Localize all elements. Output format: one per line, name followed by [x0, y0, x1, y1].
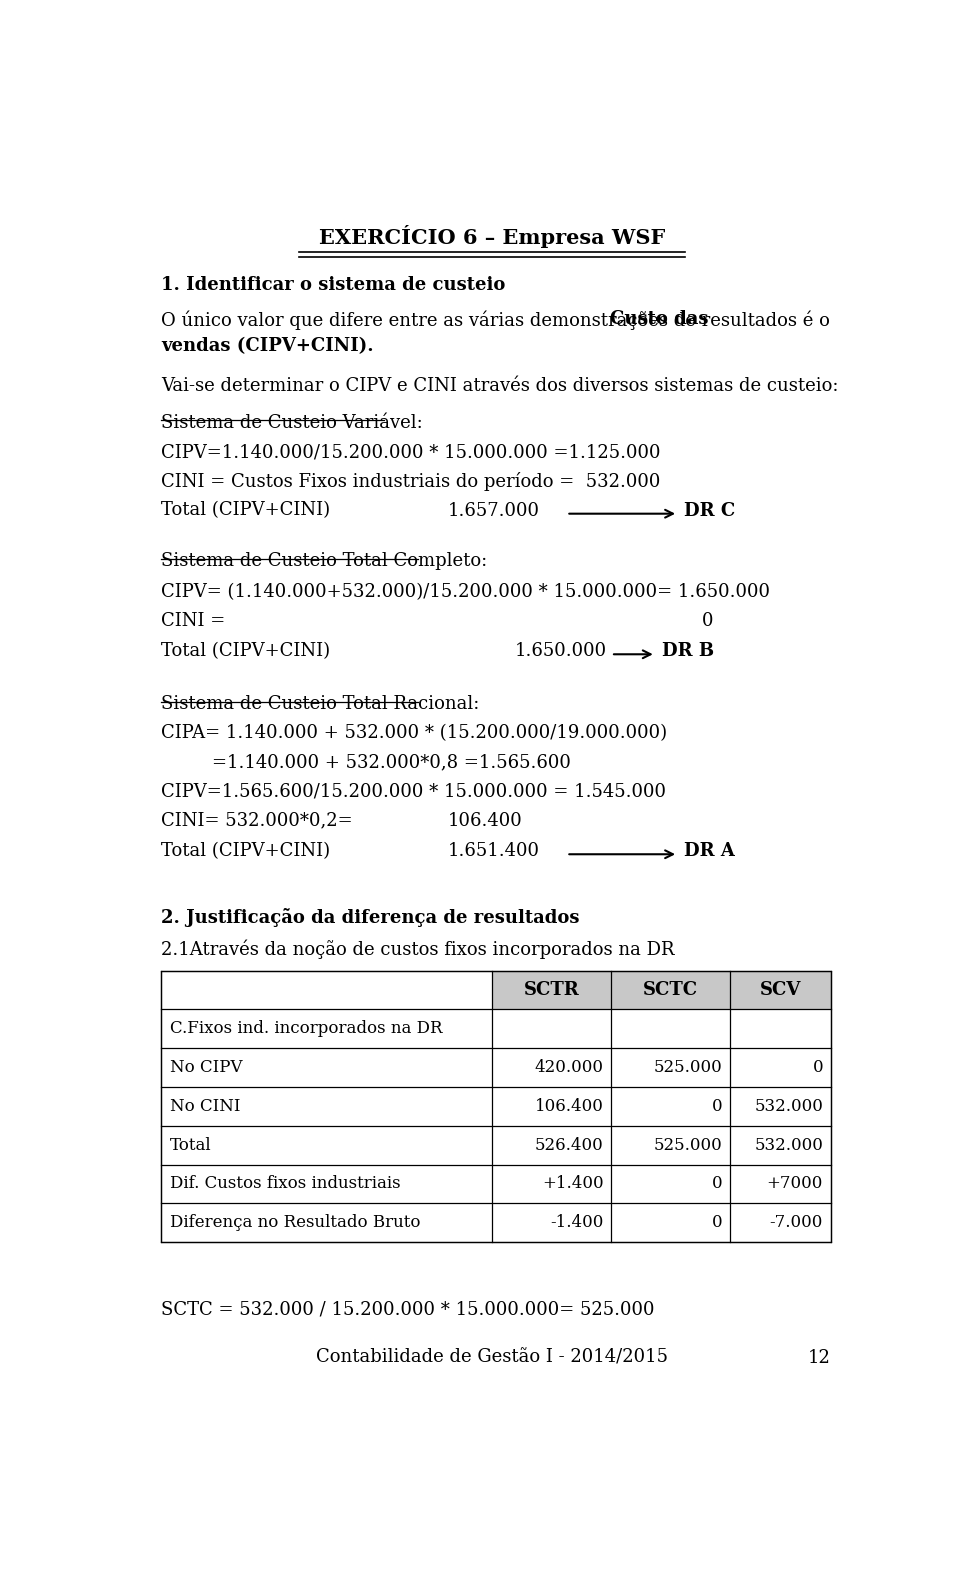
Text: 106.400: 106.400 — [447, 812, 522, 829]
Text: =1.140.000 + 532.000*0,8 =1.565.600: =1.140.000 + 532.000*0,8 =1.565.600 — [211, 754, 570, 771]
Text: 0: 0 — [712, 1214, 723, 1231]
Text: SCTC: SCTC — [643, 981, 698, 999]
Text: Custo das: Custo das — [610, 310, 708, 327]
Text: C.Fixos ind. incorporados na DR: C.Fixos ind. incorporados na DR — [170, 1020, 443, 1037]
Text: Sistema de Custeio Total Racional:: Sistema de Custeio Total Racional: — [161, 696, 479, 713]
Text: 12: 12 — [807, 1349, 830, 1366]
Text: 1.650.000: 1.650.000 — [515, 642, 607, 660]
Text: -7.000: -7.000 — [770, 1214, 823, 1231]
Text: 0: 0 — [812, 1059, 823, 1077]
Text: DR A: DR A — [684, 842, 734, 859]
Text: +1.400: +1.400 — [542, 1176, 604, 1193]
Text: 420.000: 420.000 — [535, 1059, 604, 1077]
Text: SCTR: SCTR — [523, 981, 580, 999]
Text: CINI = Custos Fixos industriais do período =  532.000: CINI = Custos Fixos industriais do perío… — [161, 472, 660, 491]
Text: No CIPV: No CIPV — [170, 1059, 242, 1077]
Text: 532.000: 532.000 — [755, 1136, 823, 1154]
Text: -1.400: -1.400 — [550, 1214, 604, 1231]
Text: CIPV=1.565.600/15.200.000 * 15.000.000 = 1.545.000: CIPV=1.565.600/15.200.000 * 15.000.000 =… — [161, 782, 666, 801]
Text: +7000: +7000 — [767, 1176, 823, 1193]
Bar — [161, 971, 830, 1242]
Text: CIPV= (1.140.000+532.000)/15.200.000 * 15.000.000= 1.650.000: CIPV= (1.140.000+532.000)/15.200.000 * 1… — [161, 582, 770, 601]
Text: 1. Identificar o sistema de custeio: 1. Identificar o sistema de custeio — [161, 275, 505, 294]
Text: Vai-se determinar o CIPV e CINI através dos diversos sistemas de custeio:: Vai-se determinar o CIPV e CINI através … — [161, 376, 838, 395]
Text: 525.000: 525.000 — [654, 1059, 723, 1077]
Text: SCTC = 532.000 / 15.200.000 * 15.000.000= 525.000: SCTC = 532.000 / 15.200.000 * 15.000.000… — [161, 1300, 655, 1319]
Text: 106.400: 106.400 — [535, 1097, 604, 1114]
Text: Sistema de Custeio Total Completo:: Sistema de Custeio Total Completo: — [161, 552, 487, 570]
Text: SCV: SCV — [759, 981, 801, 999]
Text: Contabilidade de Gestão I - 2014/2015: Contabilidade de Gestão I - 2014/2015 — [316, 1349, 668, 1366]
Text: CIPV=1.140.000/15.200.000 * 15.000.000 =1.125.000: CIPV=1.140.000/15.200.000 * 15.000.000 =… — [161, 444, 660, 461]
Text: 2.1Através da noção de custos fixos incorporados na DR: 2.1Através da noção de custos fixos inco… — [161, 940, 675, 959]
Text: Sistema de Custeio Variável:: Sistema de Custeio Variável: — [161, 414, 422, 433]
Text: CINI= 532.000*0,2=: CINI= 532.000*0,2= — [161, 812, 352, 829]
Text: 526.400: 526.400 — [535, 1136, 604, 1154]
Text: 1.657.000: 1.657.000 — [447, 502, 540, 519]
Text: 0: 0 — [712, 1097, 723, 1114]
Bar — [492, 971, 830, 1009]
Text: CIPA= 1.140.000 + 532.000 * (15.200.000/19.000.000): CIPA= 1.140.000 + 532.000 * (15.200.000/… — [161, 724, 667, 743]
Text: 0: 0 — [712, 1176, 723, 1193]
Text: Dif. Custos fixos industriais: Dif. Custos fixos industriais — [170, 1176, 400, 1193]
Text: 2. Justificação da diferença de resultados: 2. Justificação da diferença de resultad… — [161, 908, 580, 927]
Text: 532.000: 532.000 — [755, 1097, 823, 1114]
Text: Diferença no Resultado Bruto: Diferença no Resultado Bruto — [170, 1214, 420, 1231]
Text: O único valor que difere entre as várias demonstrações de resultados é o: O único valor que difere entre as várias… — [161, 310, 835, 329]
Text: Total (CIPV+CINI): Total (CIPV+CINI) — [161, 642, 330, 660]
Text: vendas (CIPV+CINI).: vendas (CIPV+CINI). — [161, 337, 373, 354]
Text: Total: Total — [170, 1136, 211, 1154]
Text: DR C: DR C — [684, 502, 735, 519]
Text: EXERCÍCIO 6 – Empresa WSF: EXERCÍCIO 6 – Empresa WSF — [319, 225, 665, 249]
Text: 1.651.400: 1.651.400 — [447, 842, 540, 859]
Text: No CINI: No CINI — [170, 1097, 240, 1114]
Text: CINI =: CINI = — [161, 612, 226, 630]
Text: Total (CIPV+CINI): Total (CIPV+CINI) — [161, 502, 330, 519]
Text: 525.000: 525.000 — [654, 1136, 723, 1154]
Text: DR B: DR B — [661, 642, 713, 660]
Text: 0: 0 — [702, 612, 713, 630]
Text: Total (CIPV+CINI): Total (CIPV+CINI) — [161, 842, 330, 859]
